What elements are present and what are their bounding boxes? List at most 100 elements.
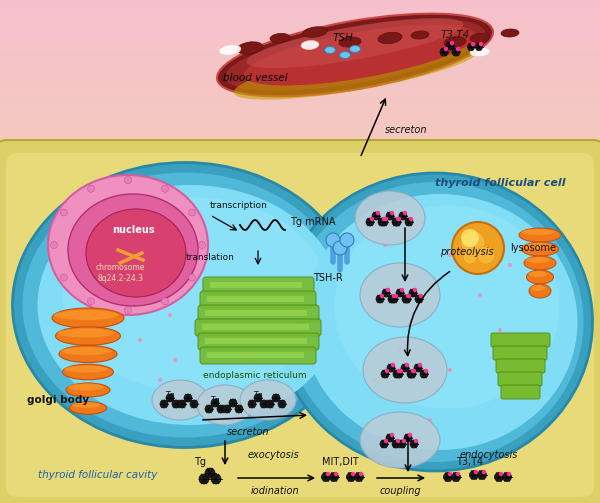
- Circle shape: [478, 293, 482, 297]
- Circle shape: [440, 48, 448, 56]
- Ellipse shape: [152, 380, 208, 420]
- Circle shape: [393, 218, 401, 226]
- Circle shape: [326, 233, 340, 247]
- Circle shape: [390, 295, 398, 303]
- Ellipse shape: [23, 173, 347, 438]
- Circle shape: [413, 288, 417, 292]
- Circle shape: [411, 369, 415, 373]
- Ellipse shape: [62, 364, 113, 380]
- Ellipse shape: [219, 45, 241, 55]
- Text: MIT,DIT: MIT,DIT: [322, 457, 358, 467]
- Ellipse shape: [349, 45, 361, 52]
- Circle shape: [125, 177, 131, 184]
- Circle shape: [448, 368, 452, 372]
- FancyBboxPatch shape: [202, 324, 309, 330]
- FancyBboxPatch shape: [498, 372, 542, 386]
- Ellipse shape: [62, 198, 328, 392]
- Circle shape: [386, 288, 390, 292]
- Ellipse shape: [302, 27, 328, 37]
- Circle shape: [334, 472, 338, 476]
- Circle shape: [412, 369, 416, 373]
- Circle shape: [380, 218, 388, 226]
- Text: Tg mRNA: Tg mRNA: [290, 217, 335, 227]
- Circle shape: [211, 399, 219, 407]
- FancyBboxPatch shape: [496, 359, 545, 373]
- Text: Tg: Tg: [194, 457, 206, 467]
- Circle shape: [461, 231, 485, 255]
- Circle shape: [329, 472, 338, 481]
- Circle shape: [403, 211, 407, 215]
- Circle shape: [184, 394, 192, 402]
- Circle shape: [380, 440, 388, 448]
- Ellipse shape: [529, 284, 551, 298]
- FancyBboxPatch shape: [207, 352, 304, 358]
- Ellipse shape: [68, 383, 104, 390]
- Circle shape: [396, 217, 400, 221]
- Text: exocytosis: exocytosis: [248, 450, 300, 460]
- Circle shape: [396, 289, 404, 297]
- Text: thyroid follicular cavity: thyroid follicular cavity: [38, 470, 157, 480]
- Circle shape: [408, 370, 416, 378]
- Circle shape: [392, 440, 400, 448]
- Circle shape: [494, 472, 503, 481]
- Circle shape: [413, 273, 417, 277]
- Circle shape: [376, 211, 380, 215]
- Ellipse shape: [70, 402, 107, 414]
- Circle shape: [418, 363, 422, 367]
- Ellipse shape: [519, 228, 561, 242]
- Circle shape: [405, 363, 409, 367]
- Ellipse shape: [529, 271, 548, 277]
- Circle shape: [414, 364, 422, 372]
- Circle shape: [378, 218, 386, 226]
- Circle shape: [448, 472, 452, 476]
- Circle shape: [172, 400, 180, 408]
- Ellipse shape: [58, 328, 115, 338]
- Text: chromosome
8q24.2-24.3: chromosome 8q24.2-24.3: [95, 263, 145, 283]
- Circle shape: [351, 472, 355, 476]
- Circle shape: [403, 295, 411, 303]
- Circle shape: [248, 358, 252, 362]
- Ellipse shape: [527, 270, 554, 284]
- Circle shape: [158, 378, 162, 382]
- Ellipse shape: [71, 402, 101, 408]
- Circle shape: [387, 364, 395, 372]
- Circle shape: [467, 43, 475, 50]
- Circle shape: [376, 295, 384, 303]
- FancyBboxPatch shape: [198, 305, 319, 322]
- Circle shape: [398, 440, 406, 448]
- Ellipse shape: [225, 19, 485, 91]
- Ellipse shape: [48, 175, 208, 315]
- Circle shape: [190, 400, 198, 408]
- Circle shape: [409, 289, 417, 297]
- Ellipse shape: [237, 42, 263, 54]
- Circle shape: [260, 400, 268, 408]
- Ellipse shape: [217, 14, 493, 97]
- Circle shape: [235, 405, 243, 413]
- Circle shape: [448, 253, 452, 257]
- Circle shape: [217, 405, 225, 413]
- Circle shape: [456, 47, 460, 51]
- Text: T3,T4: T3,T4: [457, 457, 484, 467]
- Circle shape: [393, 370, 401, 378]
- Circle shape: [88, 298, 95, 305]
- FancyBboxPatch shape: [493, 346, 547, 360]
- Circle shape: [452, 472, 461, 481]
- Ellipse shape: [68, 194, 198, 306]
- Circle shape: [188, 209, 196, 216]
- Circle shape: [50, 241, 58, 248]
- FancyBboxPatch shape: [0, 140, 600, 503]
- Circle shape: [380, 294, 384, 298]
- Circle shape: [482, 470, 486, 474]
- Ellipse shape: [197, 385, 253, 425]
- Circle shape: [381, 370, 389, 378]
- Ellipse shape: [240, 380, 296, 420]
- Circle shape: [178, 400, 186, 408]
- Text: nucleus: nucleus: [112, 225, 154, 235]
- FancyBboxPatch shape: [200, 347, 316, 364]
- Circle shape: [166, 394, 174, 402]
- Ellipse shape: [335, 206, 560, 408]
- Circle shape: [138, 338, 142, 342]
- Circle shape: [404, 434, 412, 442]
- Circle shape: [408, 433, 412, 437]
- Circle shape: [392, 294, 396, 298]
